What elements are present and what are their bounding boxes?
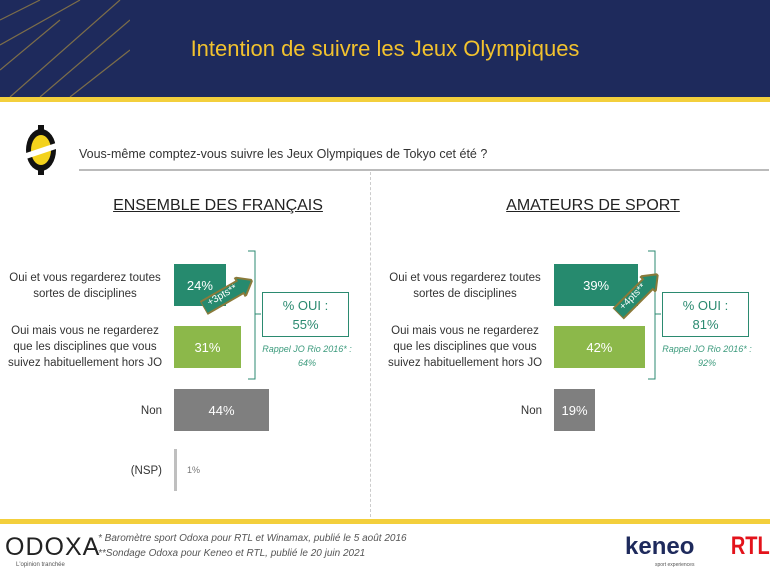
bar: 42% — [554, 326, 645, 368]
footer-divider — [0, 519, 770, 524]
header-pattern — [0, 0, 130, 97]
bar-value-label: 19% — [561, 402, 588, 418]
bar: 19% — [554, 389, 596, 431]
summary-label: % OUI : — [682, 298, 729, 313]
odoxa-knife-icon — [26, 125, 56, 175]
bar-value-label: 42% — [586, 339, 613, 355]
question-text: Vous-même comptez-vous suivre les Jeux O… — [79, 147, 488, 161]
bar-value-label: 24% — [186, 277, 213, 293]
summary-box: % OUI : 55% — [262, 292, 349, 337]
header-divider — [0, 97, 770, 102]
label-oui-mais: Oui mais vous ne regarderez que les disc… — [7, 325, 163, 369]
summary-value: 81% — [692, 317, 719, 332]
rappel-text: Rappel JO Rio 2016* : 64% — [262, 344, 352, 368]
bar-value-label: 44% — [208, 402, 235, 418]
label-oui-toutes: Oui et vous regarderez toutes sortes de … — [9, 272, 161, 300]
label-nsp: (NSP) — [130, 465, 162, 477]
bar-value-label: 39% — [583, 277, 610, 293]
label-oui-toutes: Oui et vous regarderez toutes sortes de … — [389, 272, 541, 300]
panel-divider — [370, 172, 371, 517]
question-underline — [79, 169, 769, 171]
footnotes: * Baromètre sport Odoxa pour RTL et Wina… — [98, 531, 407, 561]
footnote: **Sondage Odoxa pour Keneo et RTL, publi… — [98, 548, 366, 559]
evolution-arrow: +3pts** — [198, 270, 257, 317]
bar: 31% — [174, 326, 241, 368]
footnote: * Baromètre sport Odoxa pour RTL et Wina… — [98, 533, 407, 544]
summary-value: 55% — [292, 317, 319, 332]
panel-title-ensemble: ENSEMBLE DES FRANÇAIS — [113, 197, 323, 214]
bar: 44% — [174, 389, 270, 431]
header: Intention de suivre les Jeux Olympiques — [0, 0, 770, 97]
bar: 1% — [174, 449, 214, 491]
label-oui-mais: Oui mais vous ne regarderez que les disc… — [387, 325, 543, 369]
bracket — [248, 250, 261, 380]
rtl-logo: RTL — [730, 532, 770, 560]
bracket — [648, 250, 661, 380]
page-title: Intention de suivre les Jeux Olympiques — [190, 36, 580, 61]
rappel-text: Rappel JO Rio 2016* : 92% — [662, 344, 752, 368]
keneo-tagline: sport experiences — [655, 562, 695, 568]
evolution-arrow: +4pts** — [610, 266, 665, 321]
odoxa-logo: ODOXA — [5, 533, 101, 561]
keneo-logo: keneo — [625, 533, 695, 560]
summary-box: % OUI : 81% — [662, 292, 749, 337]
summary-label: % OUI : — [282, 298, 329, 313]
bar-value-label: 31% — [194, 339, 221, 355]
panel-title-amateurs: AMATEURS DE SPORT — [506, 197, 680, 214]
bar-value-label: 1% — [187, 465, 201, 475]
label-non: Non — [140, 405, 162, 417]
odoxa-tagline: L'opinion tranchée — [16, 562, 65, 568]
label-non: Non — [520, 405, 542, 417]
